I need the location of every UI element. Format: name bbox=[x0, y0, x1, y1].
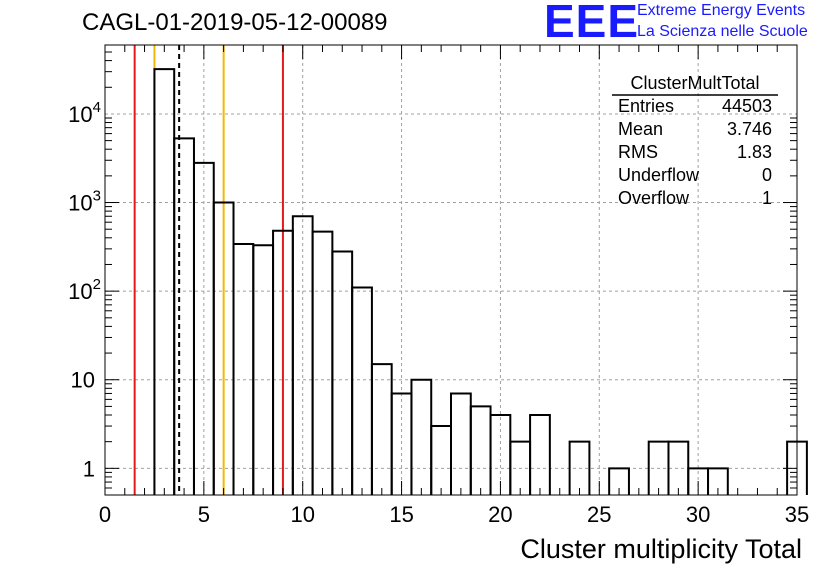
eee-logo: EEE Extreme Energy Events La Scienza nel… bbox=[544, 0, 834, 48]
x-tick-label: 10 bbox=[290, 502, 314, 527]
stats-row-label: RMS bbox=[618, 142, 658, 162]
y-tick-exponent: 3 bbox=[93, 188, 101, 205]
y-tick-exponent: 4 bbox=[93, 99, 101, 116]
y-tick-exponent: 2 bbox=[93, 276, 101, 293]
x-tick-label: 0 bbox=[99, 502, 111, 527]
chart-title: CAGL-01-2019-05-12-00089 bbox=[82, 9, 388, 36]
y-tick-label: 1 bbox=[83, 456, 95, 481]
stats-row-value: 1.83 bbox=[737, 142, 772, 162]
logo-line-2: La Scienza nelle Scuole bbox=[637, 23, 808, 40]
histogram-bin bbox=[608, 467, 630, 495]
x-axis-label: Cluster multiplicity Total bbox=[520, 534, 802, 564]
x-tick-label: 25 bbox=[587, 502, 611, 527]
x-tick-label: 15 bbox=[389, 502, 413, 527]
y-tick-label: 104 bbox=[68, 99, 101, 127]
stats-row-label: Mean bbox=[618, 119, 663, 139]
stats-row-value: 44503 bbox=[722, 96, 772, 116]
stats-row-value: 1 bbox=[762, 188, 772, 208]
y-tick-label: 102 bbox=[68, 276, 101, 304]
x-tick-label: 35 bbox=[785, 502, 809, 527]
histogram-bin bbox=[568, 440, 591, 495]
x-tick-label: 20 bbox=[488, 502, 512, 527]
eee-logo-mark: EEE bbox=[544, 0, 640, 47]
y-tick-label: 10 bbox=[71, 368, 95, 393]
histogram-bin bbox=[707, 467, 729, 495]
y-tick-label: 103 bbox=[68, 188, 101, 216]
stats-row-label: Overflow bbox=[618, 188, 690, 208]
x-tick-label: 30 bbox=[686, 502, 710, 527]
histogram-bin bbox=[529, 413, 551, 495]
stats-row-label: Entries bbox=[618, 96, 674, 116]
stats-row-value: 0 bbox=[762, 165, 772, 185]
plot-frame bbox=[104, 44, 798, 496]
x-tick-label: 5 bbox=[198, 502, 210, 527]
logo-line-1: Extreme Energy Events bbox=[637, 2, 806, 19]
stats-row-value: 3.746 bbox=[727, 119, 772, 139]
stats-row-label: Underflow bbox=[618, 165, 700, 185]
stats-title: ClusterMultTotal bbox=[630, 73, 759, 93]
